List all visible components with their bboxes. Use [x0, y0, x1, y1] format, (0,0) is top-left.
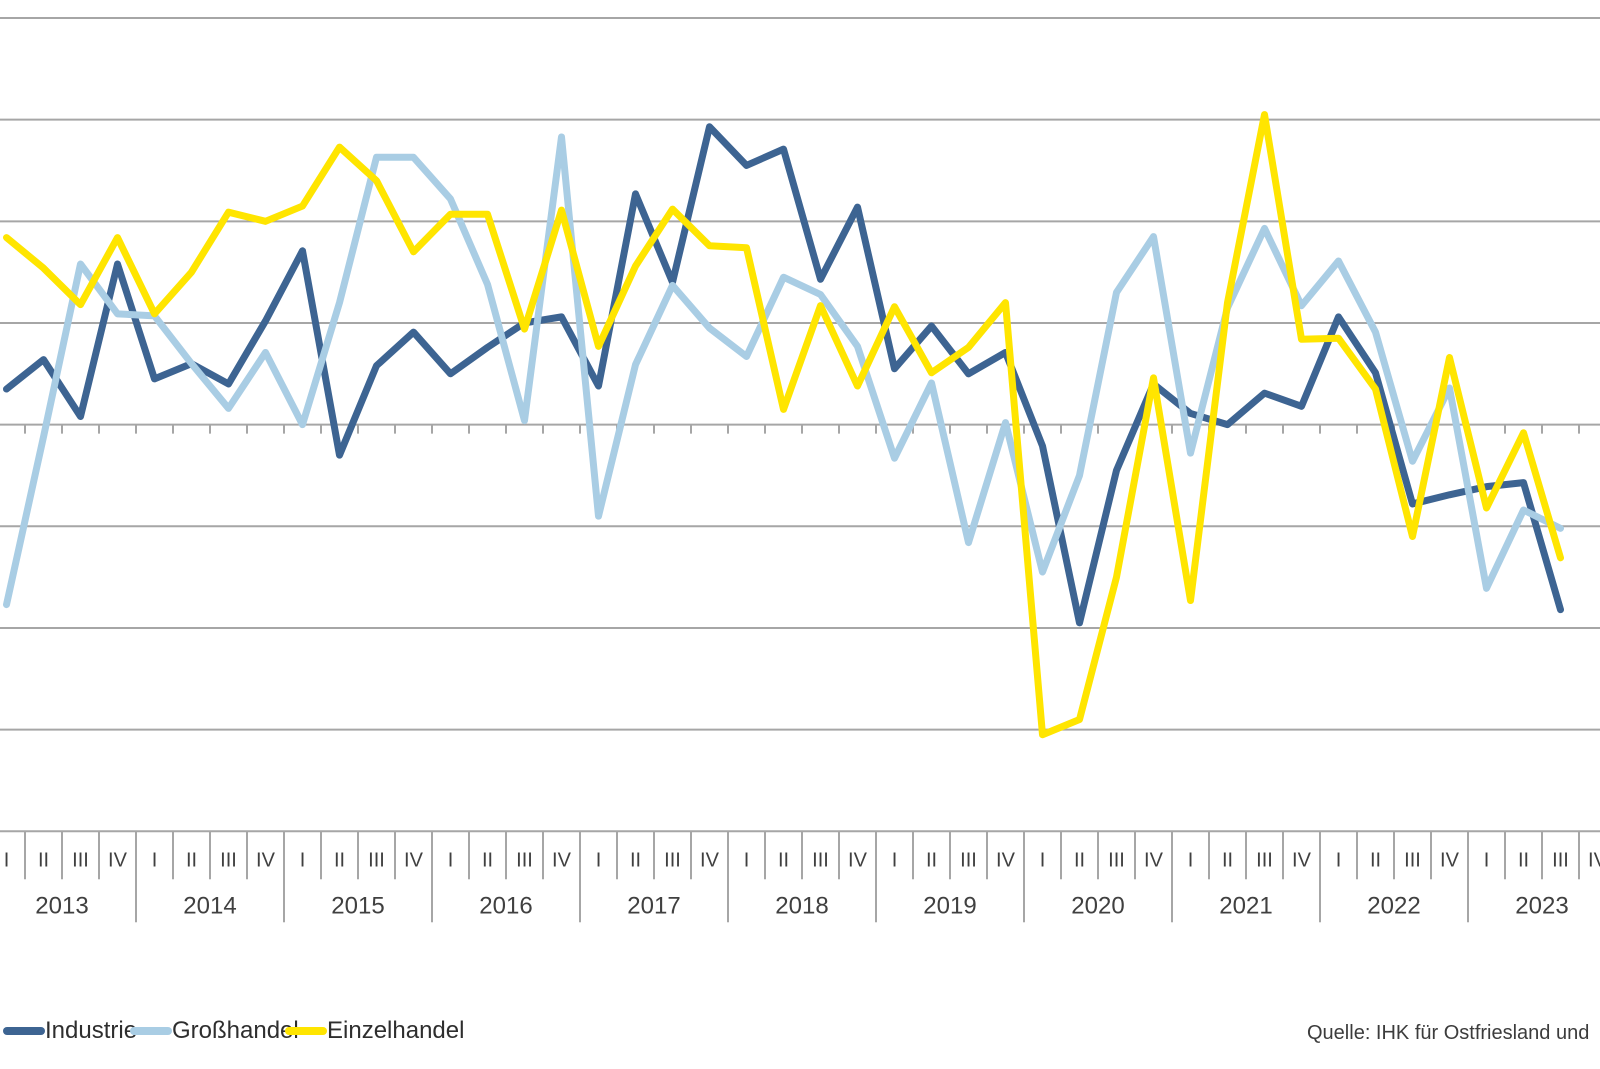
- quarter-label: I: [1484, 849, 1490, 871]
- quarter-label: III: [1404, 849, 1421, 871]
- series-line-grosshandel: [3, 133, 1564, 609]
- zero-axis-ticks: [24, 424, 1580, 434]
- year-label: 2015: [331, 892, 384, 919]
- quarter-label: III: [1256, 849, 1273, 871]
- quarter-label: I: [300, 849, 306, 871]
- year-label: 2020: [1071, 892, 1124, 919]
- year-label: 2018: [775, 892, 828, 919]
- quarter-label: IV: [700, 849, 720, 871]
- quarter-labels: I II III IV I II III IV I II III IV I II III IV I II III IV…: [4, 849, 1600, 871]
- year-labels: 2013 2014 2015 2016 2017 2018 2019 2020 2021 2022…: [35, 892, 1568, 919]
- quarter-label: I: [596, 849, 602, 871]
- year-label: 2019: [923, 892, 976, 919]
- legend-item-grosshandel: Großhandel: [130, 1018, 299, 1044]
- legend-item-einzelhandel: Einzelhandel: [285, 1018, 464, 1044]
- industrie-line-swatch: [3, 1027, 45, 1035]
- quarter-label: III: [1552, 849, 1569, 871]
- quarter-label: II: [1370, 849, 1381, 871]
- quarter-label: IV: [1144, 849, 1164, 871]
- series-line-industrie: [3, 123, 1564, 627]
- year-label: 2013: [35, 892, 88, 919]
- year-label: 2017: [627, 892, 680, 919]
- quarter-label: IV: [1440, 849, 1460, 871]
- quarter-label: III: [960, 849, 977, 871]
- legend-label: Industrie: [45, 1017, 138, 1044]
- gridlines: [0, 17, 1600, 833]
- quarter-label: II: [1074, 849, 1085, 871]
- quarter-label: III: [1108, 849, 1125, 871]
- quarter-label: III: [812, 849, 829, 871]
- quarter-label: II: [630, 849, 641, 871]
- quarter-label: I: [892, 849, 898, 871]
- quarter-label: I: [448, 849, 454, 871]
- quarter-label: II: [186, 849, 197, 871]
- quarter-label: II: [38, 849, 49, 871]
- quarter-label: IV: [848, 849, 868, 871]
- einzelhandel-line-swatch: [285, 1027, 327, 1035]
- series-line-einzelhandel: [3, 111, 1564, 739]
- quarter-label: III: [664, 849, 681, 871]
- quarter-label: IV: [256, 849, 276, 871]
- quarter-label: II: [1222, 849, 1233, 871]
- year-label: 2022: [1367, 892, 1420, 919]
- year-label: 2014: [183, 892, 236, 919]
- quarter-label: I: [152, 849, 158, 871]
- quarter-label: III: [368, 849, 385, 871]
- year-label: 2016: [479, 892, 532, 919]
- legend: Industrie Großhandel Einzelhandel: [0, 1018, 1600, 1048]
- legend-label: Einzelhandel: [327, 1017, 465, 1044]
- quarter-label: IV: [1292, 849, 1312, 871]
- quarter-label: III: [516, 849, 533, 871]
- quarter-label: II: [482, 849, 493, 871]
- year-label: 2023: [1515, 892, 1568, 919]
- quarter-label: IV: [996, 849, 1016, 871]
- quarter-label: III: [220, 849, 237, 871]
- quarter-label: I: [1040, 849, 1046, 871]
- quarter-label: II: [778, 849, 789, 871]
- source-note: Quelle: IHK für Ostfriesland und: [1307, 1022, 1590, 1044]
- quarter-label: I: [1188, 849, 1194, 871]
- quarter-label: I: [1336, 849, 1342, 871]
- legend-item-industrie: Industrie: [3, 1018, 137, 1044]
- quarter-label: III: [72, 849, 89, 871]
- quarter-label: I: [4, 849, 10, 871]
- quarter-label: IV: [108, 849, 128, 871]
- year-label: 2021: [1219, 892, 1272, 919]
- quarter-label: II: [1518, 849, 1529, 871]
- quarter-label: II: [334, 849, 345, 871]
- legend-label: Großhandel: [172, 1017, 299, 1044]
- quarter-label: I: [744, 849, 750, 871]
- category-axis: [24, 831, 1580, 923]
- quarter-label: IV: [1588, 849, 1600, 871]
- quarterly-line-chart: I II III IV I II III IV I II III IV I II III IV I II III IV…: [0, 17, 1600, 923]
- grosshandel-line-swatch: [130, 1027, 172, 1035]
- quarter-label: IV: [552, 849, 572, 871]
- quarter-label: II: [926, 849, 937, 871]
- quarter-label: IV: [404, 849, 424, 871]
